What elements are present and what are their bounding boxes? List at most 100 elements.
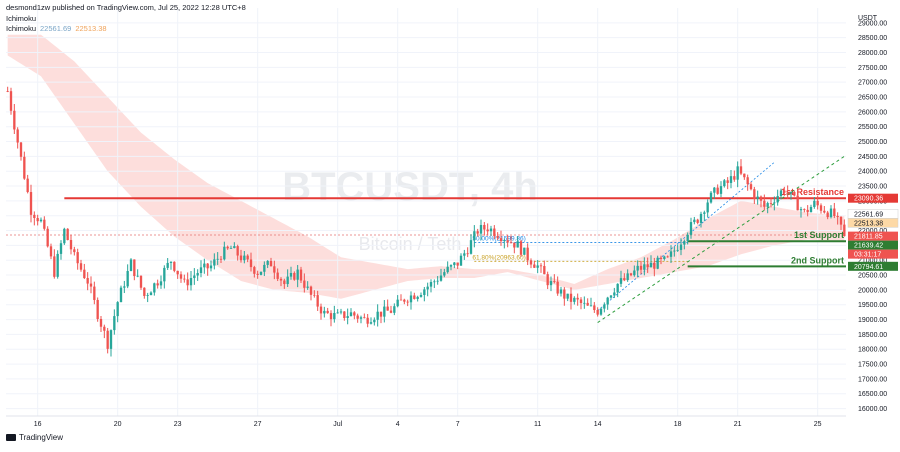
- price-label-box: [848, 261, 898, 271]
- candle-body: [243, 255, 246, 261]
- tradingview-footer[interactable]: TradingView: [6, 433, 63, 442]
- y-tick-label: 27000.00: [858, 80, 887, 87]
- candle-body: [439, 275, 443, 281]
- candle-body: [56, 253, 59, 277]
- candle-body: [323, 310, 326, 314]
- candle-body: [6, 91, 9, 92]
- candle-body: [586, 302, 589, 306]
- candle-body: [216, 258, 219, 260]
- candle-body: [659, 257, 663, 259]
- candle-body: [329, 313, 333, 320]
- candle-body: [276, 272, 279, 279]
- candle-body: [33, 214, 36, 219]
- candle-body: [63, 228, 66, 244]
- drawings: 1st Resistance 1st Support 2nd Support 50.0…: [6, 155, 846, 323]
- candle-body: [636, 265, 639, 271]
- candle-body: [66, 228, 69, 241]
- candle-body: [369, 322, 373, 324]
- price-label: 22561.69: [854, 211, 883, 218]
- candle-body: [719, 186, 723, 194]
- candle-body: [839, 217, 843, 225]
- footer-brand: TradingView: [19, 433, 64, 442]
- candle-body: [43, 219, 46, 229]
- y-tick-label: 16500.00: [858, 391, 887, 398]
- candle-body: [469, 240, 473, 254]
- y-tick-label: 18000.00: [858, 347, 887, 354]
- candle-body: [689, 222, 693, 235]
- candle-body: [703, 212, 706, 214]
- candle-body: [106, 330, 109, 349]
- candle-body: [9, 91, 13, 111]
- candle-body: [443, 272, 446, 276]
- candle-body: [743, 173, 746, 178]
- candle-body: [506, 240, 509, 243]
- candle-body: [83, 269, 86, 279]
- ichimoku-value-1: 22561.69: [40, 24, 72, 33]
- y-tick-label: 23500.00: [858, 184, 887, 191]
- candle-body: [753, 189, 756, 199]
- candle-body: [453, 262, 456, 266]
- candle-body: [99, 318, 103, 327]
- candle-body: [286, 276, 289, 285]
- candles: [6, 86, 846, 357]
- candle-body: [119, 287, 123, 303]
- candle-body: [296, 269, 299, 280]
- candle-body: [133, 259, 136, 277]
- grid: [6, 8, 846, 416]
- indicator-2-legend[interactable]: Ichimoku 22561.69 22513.38: [6, 24, 107, 33]
- candle-body: [403, 299, 406, 302]
- y-tick-label: 26000.00: [858, 109, 887, 116]
- candle-body: [13, 110, 16, 130]
- price-label-box: [848, 193, 898, 203]
- candle-body: [816, 200, 819, 206]
- candle-body: [729, 176, 733, 183]
- candle-body: [423, 289, 426, 295]
- candle-body: [823, 210, 826, 213]
- candle-body: [426, 286, 429, 290]
- candle-body: [736, 166, 739, 180]
- candle-body: [163, 267, 166, 282]
- candle-body: [626, 273, 629, 280]
- candle-body: [316, 295, 319, 307]
- candle-body: [209, 265, 213, 269]
- candle-body: [186, 279, 189, 286]
- candle-body: [696, 219, 699, 223]
- candle-body: [656, 257, 659, 269]
- price-label: 22513.38: [854, 220, 883, 227]
- price-label: 03:31:17: [854, 252, 881, 259]
- candle-body: [566, 293, 569, 299]
- candle-body: [93, 286, 96, 300]
- candle-body: [676, 249, 679, 251]
- candle-body: [269, 260, 273, 267]
- candle-body: [366, 317, 369, 324]
- candle-body: [249, 259, 253, 268]
- candle-body: [259, 271, 263, 275]
- candle-body: [619, 278, 623, 284]
- indicator-1-legend[interactable]: Ichimoku: [6, 14, 36, 23]
- candle-body: [123, 286, 126, 288]
- candle-body: [596, 310, 599, 315]
- candle-body: [223, 246, 226, 260]
- candle-body: [299, 269, 303, 281]
- candle-body: [733, 176, 736, 180]
- candle-body: [756, 196, 759, 199]
- candle-body: [679, 244, 683, 250]
- candle-body: [776, 196, 779, 203]
- candle-body: [129, 259, 133, 272]
- candle-body: [16, 129, 19, 143]
- candle-body: [126, 271, 129, 287]
- candle-body: [639, 265, 643, 270]
- candle-body: [239, 255, 243, 261]
- candle-body: [69, 240, 73, 250]
- candle-body: [373, 319, 376, 323]
- candle-body: [759, 196, 763, 201]
- candle-body: [409, 295, 413, 303]
- candle-body: [253, 267, 256, 274]
- candle-body: [709, 192, 713, 203]
- candle-body: [629, 273, 633, 276]
- candle-body: [683, 241, 686, 245]
- candle-body: [389, 310, 393, 313]
- candle-body: [353, 312, 356, 316]
